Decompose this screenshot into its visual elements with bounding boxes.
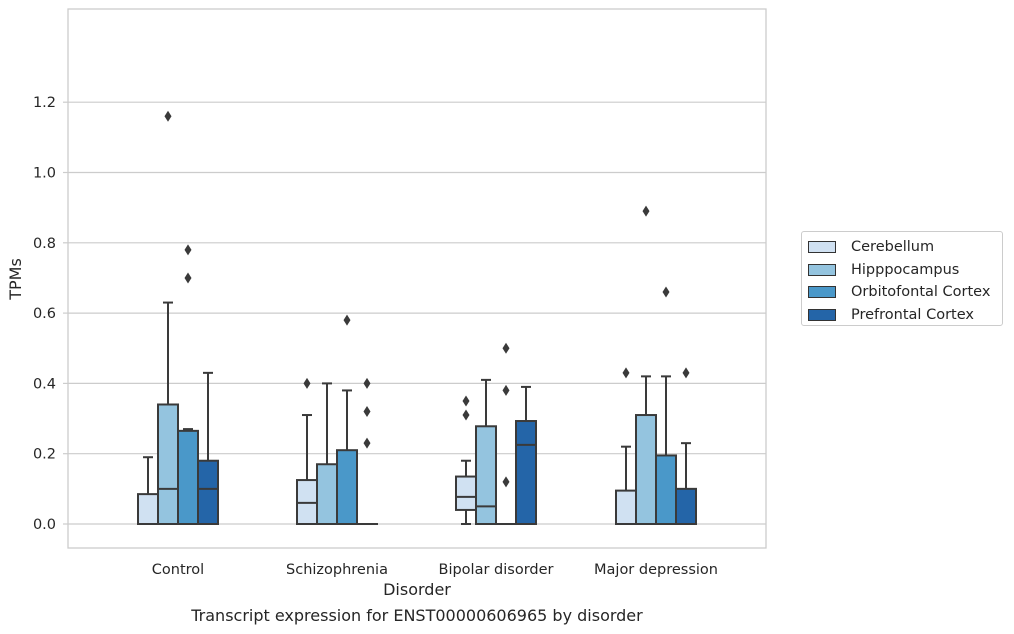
box-body	[177, 429, 199, 526]
legend: Cerebellum Hipppocampus Orbitofontal Corte…	[801, 231, 1003, 326]
box-body	[655, 454, 677, 525]
box-body	[455, 475, 477, 511]
outlier-point	[363, 437, 371, 449]
box-1-1	[316, 382, 338, 525]
box-body	[336, 449, 358, 525]
outlier-point	[622, 367, 630, 379]
outlier-point	[363, 377, 371, 389]
box-body	[675, 487, 697, 526]
box-body	[197, 459, 219, 526]
figure-caption: Transcript expression for ENST0000060696…	[191, 606, 643, 625]
box-3-2	[515, 385, 537, 525]
box-2-3	[655, 286, 677, 525]
y-tick-label: 0.2	[33, 447, 56, 463]
legend-item: Cerebellum	[808, 236, 996, 259]
legend-swatch	[808, 241, 836, 254]
box-3-0	[197, 371, 219, 526]
y-tick-label: 1.2	[33, 95, 56, 111]
outlier-point	[682, 367, 690, 379]
outlier-point	[184, 272, 192, 284]
box-body	[635, 414, 657, 525]
legend-item: Prefrontal Cortex	[808, 304, 996, 327]
y-tick-label: 1.0	[33, 166, 56, 182]
outlier-point	[343, 314, 351, 326]
x-axis-label: Disorder	[383, 580, 451, 599]
outlier-point	[462, 409, 470, 421]
box-0-0	[137, 456, 159, 525]
box-3-3	[675, 367, 697, 526]
box-3-1	[356, 377, 378, 526]
box-1-0	[157, 110, 179, 525]
legend-swatch	[808, 308, 836, 321]
box-2-1	[336, 314, 358, 525]
box-0-3	[615, 367, 637, 526]
outlier-point	[502, 476, 510, 488]
box-2-2	[495, 342, 517, 526]
y-tick-labels: 0.0 0.2 0.4 0.6 0.8 1.0 1.2	[33, 95, 56, 533]
legend-swatch	[808, 286, 836, 299]
outlier-point	[642, 205, 650, 217]
x-tick-label: Schizophrenia	[286, 562, 388, 578]
y-tick-label: 0.4	[33, 376, 56, 392]
legend-item: Orbitofontal Cortex	[808, 281, 996, 304]
box-body	[316, 463, 338, 525]
box-body	[137, 493, 159, 525]
y-tick-label: 0.8	[33, 236, 56, 252]
outlier-point	[502, 384, 510, 396]
y-axis-label: TPMs	[6, 258, 25, 301]
x-tick-label: Bipolar disorder	[439, 562, 554, 578]
box-body	[157, 403, 179, 525]
outlier-point	[363, 406, 371, 418]
y-tick-label: 0.0	[33, 517, 56, 533]
y-tick-label: 0.6	[33, 306, 56, 322]
plot-frame	[67, 8, 767, 549]
x-tick-label: Control	[152, 562, 204, 578]
legend-swatch	[808, 263, 836, 276]
box-0-2	[455, 395, 477, 525]
legend-label: Orbitofontal Cortex	[851, 284, 991, 301]
outlier-point	[662, 286, 670, 298]
legend-label: Hipppocampus	[851, 261, 960, 278]
x-tick-label: Major depression	[594, 562, 718, 578]
boxes	[137, 110, 697, 526]
box-1-3	[635, 205, 657, 525]
outlier-point	[502, 342, 510, 354]
box-0-1	[296, 377, 318, 525]
box-body	[615, 489, 637, 526]
box-1-2	[475, 378, 497, 525]
outlier-point	[303, 377, 311, 389]
legend-label: Prefrontal Cortex	[851, 306, 974, 323]
outlier-point	[184, 244, 192, 256]
box-2-0	[177, 244, 199, 526]
legend-label: Cerebellum	[851, 239, 935, 256]
box-body	[475, 425, 497, 525]
legend-item: Hipppocampus	[808, 259, 996, 282]
x-tick-labels: Control Schizophrenia Bipolar disorder Majo…	[152, 562, 718, 578]
outlier-point	[164, 110, 172, 122]
box-body	[515, 420, 537, 525]
outlier-point	[462, 395, 470, 407]
